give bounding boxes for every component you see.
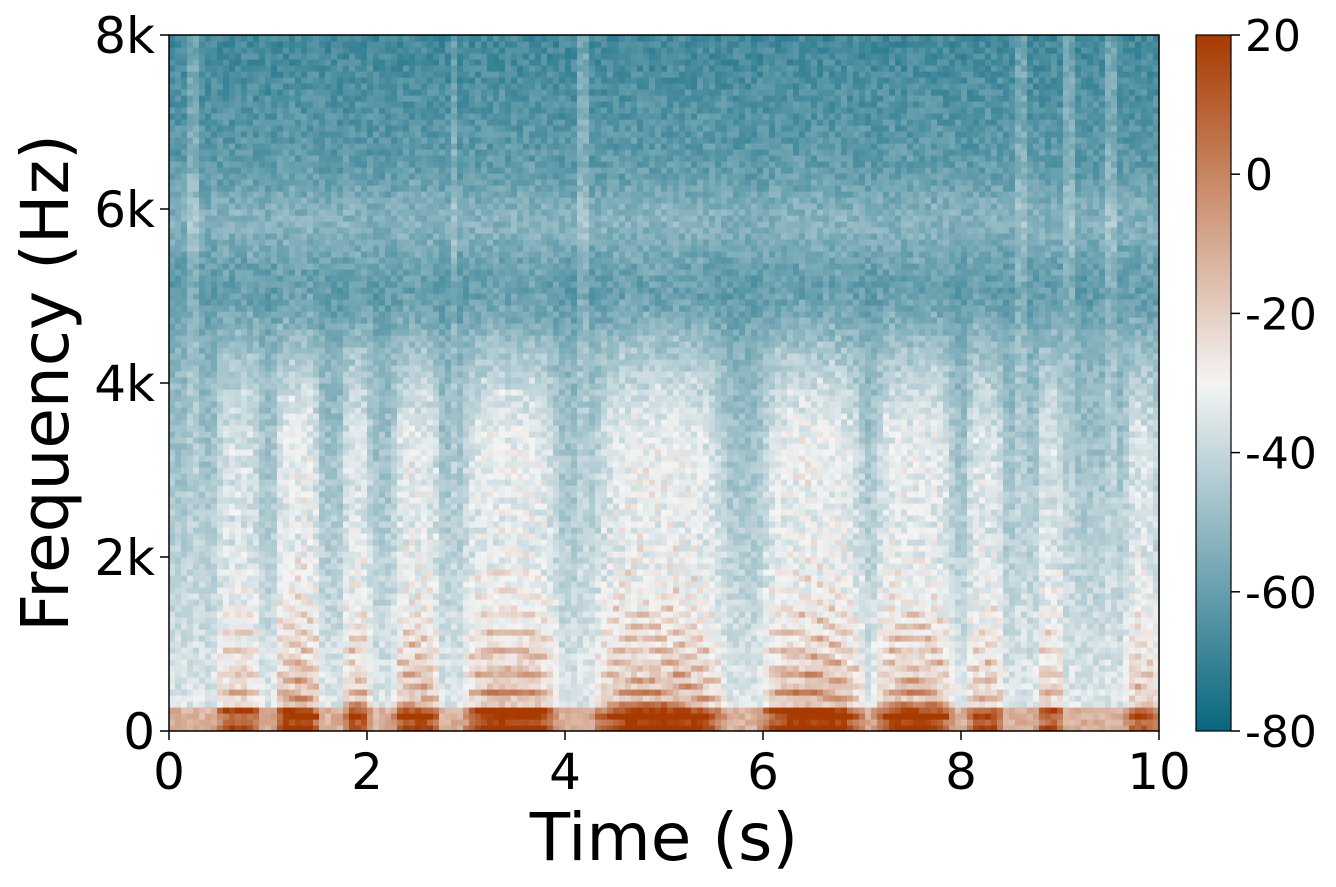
colorbar-ticks: 20 0 -20 -40 -60 -80 xyxy=(1231,11,1317,758)
x-tick-label: 10 xyxy=(1127,743,1191,801)
y-tick-label: 4k xyxy=(94,355,155,413)
spectrogram-heatmap xyxy=(169,35,1159,731)
colorbar xyxy=(1195,34,1232,732)
x-axis-label: Time (s) xyxy=(529,799,798,876)
y-axis: 0 2k 4k 6k 8k xyxy=(94,7,169,761)
colorbar-tick-label: 0 xyxy=(1245,150,1273,201)
colorbar-tick-label: -20 xyxy=(1245,289,1317,340)
y-axis-label: Frequency (Hz) xyxy=(7,134,84,632)
y-tick-label: 0 xyxy=(123,703,155,761)
y-tick-label: 2k xyxy=(94,529,155,587)
colorbar-tick-label: 20 xyxy=(1245,11,1301,62)
x-tick-label: 8 xyxy=(945,743,977,801)
x-tick-label: 6 xyxy=(747,743,779,801)
x-tick-label: 2 xyxy=(351,743,383,801)
x-axis: 0 2 4 6 8 10 xyxy=(153,731,1191,801)
y-tick-label: 6k xyxy=(94,181,155,239)
x-tick-label: 0 xyxy=(153,743,185,801)
colorbar-tick-label: -80 xyxy=(1245,707,1317,758)
x-tick-label: 4 xyxy=(549,743,581,801)
colorbar-tick-label: -60 xyxy=(1245,568,1317,619)
colorbar-tick-label: -40 xyxy=(1245,429,1317,480)
y-tick-label: 8k xyxy=(94,7,155,65)
